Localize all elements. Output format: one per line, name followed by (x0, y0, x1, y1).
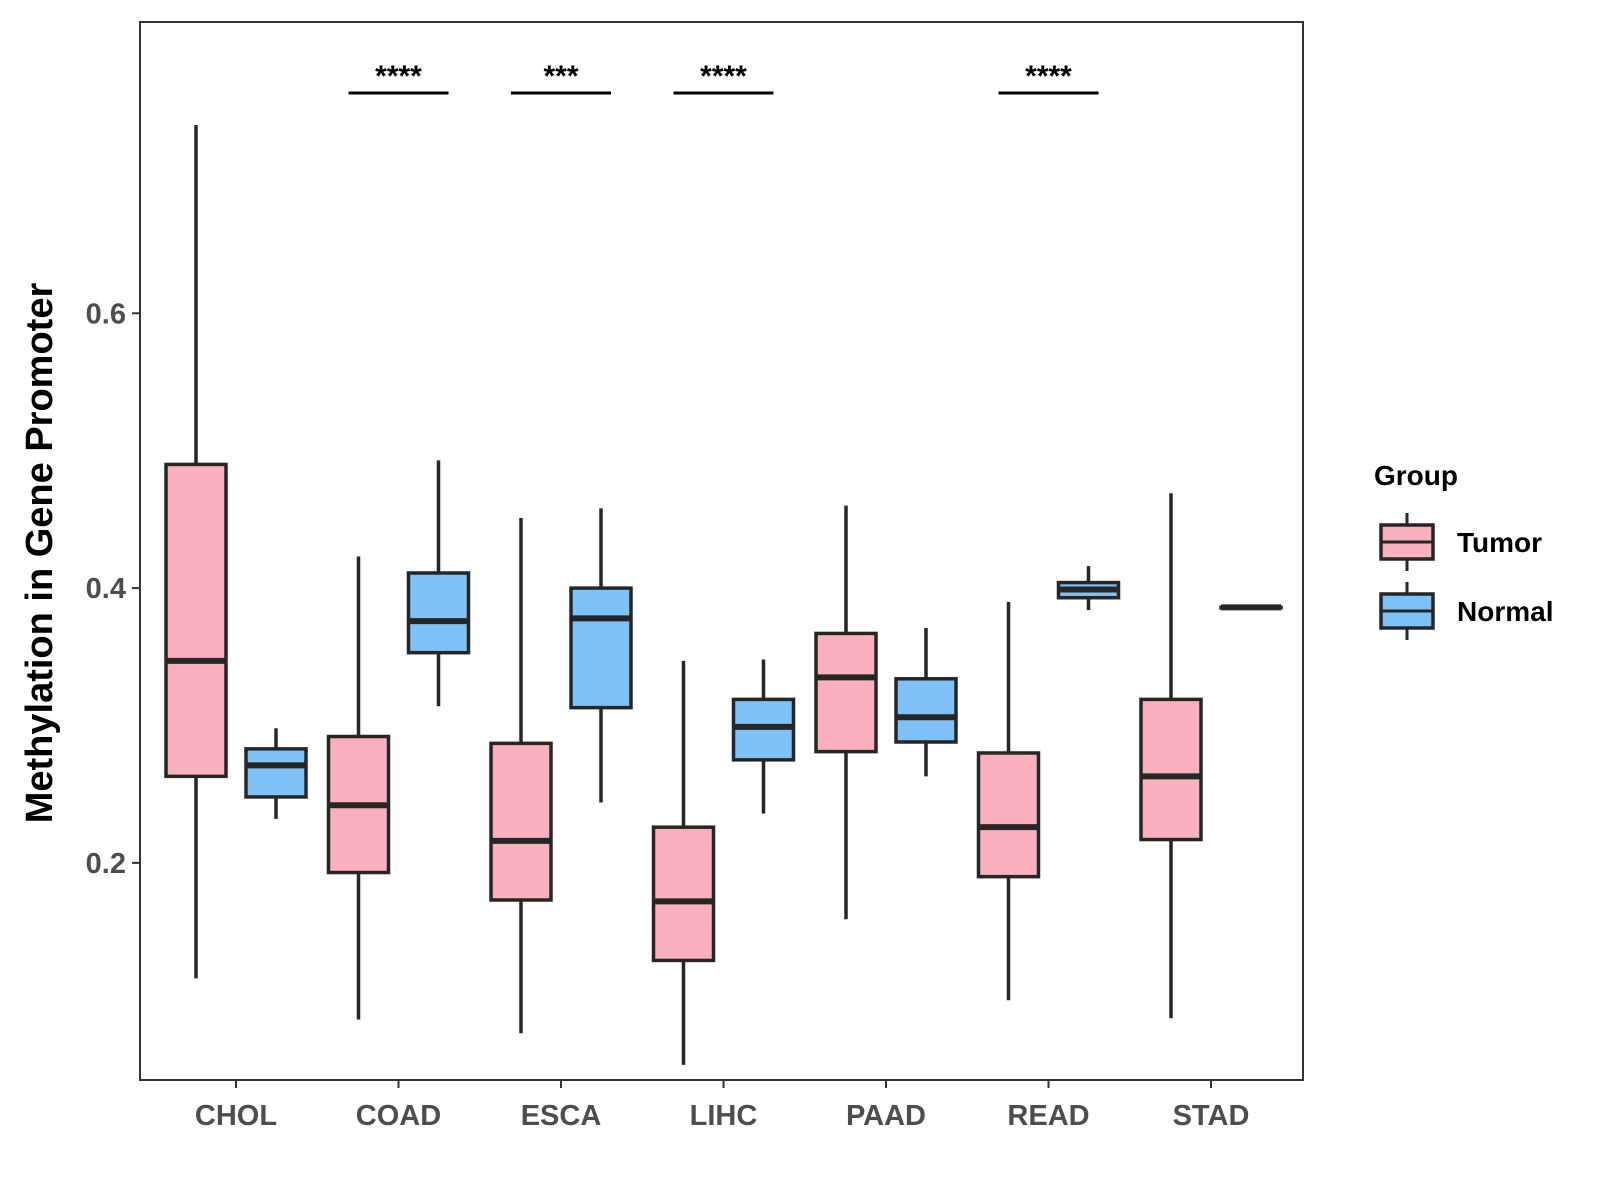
significance-label-lihc: **** (700, 60, 747, 93)
iqr-box-normal-esca (569, 586, 633, 710)
iqr-box-normal-coad (406, 571, 471, 655)
legend-title: Group (1374, 460, 1458, 491)
box-normal-chol (244, 728, 308, 819)
iqr-box-tumor-esca (489, 741, 553, 902)
x-tick-label-paad: PAAD (846, 1100, 926, 1132)
box-tumor-read (976, 601, 1041, 1001)
x-tick-label-stad: STAD (1173, 1100, 1250, 1132)
iqr-box-tumor-lihc (651, 825, 716, 963)
axes: 0.2 0.4 0.6 CHOL COAD ESCA LIHC PAAD READ STAD (86, 298, 1250, 1132)
legend: Group Tumor Normal (1374, 460, 1553, 640)
box-normal-paad (894, 627, 958, 777)
iqr-box-tumor-stad (1139, 697, 1203, 842)
plot-panel-border (139, 21, 1304, 1081)
significance-annotations: **** *** **** **** (348, 60, 1099, 95)
box-tumor-coad (326, 556, 391, 1020)
x-tick-label-esca: ESCA (521, 1100, 602, 1132)
box-normal-read (1056, 566, 1121, 611)
iqr-box-tumor-paad (814, 631, 878, 754)
significance-label-coad: **** (375, 60, 422, 93)
box-normal-coad (406, 460, 471, 707)
y-tick-label: 0.4 (86, 573, 126, 605)
legend-label-normal: Normal (1457, 596, 1553, 627)
box-tumor-lihc (651, 660, 716, 1065)
x-tick-label-coad: COAD (356, 1100, 441, 1132)
significance-label-esca: *** (543, 60, 578, 93)
y-tick-label: 0.6 (86, 298, 126, 330)
box-tumor-esca (489, 518, 553, 1034)
box-normal-lihc (731, 659, 796, 814)
box-normal-stad (1219, 604, 1283, 611)
x-tick-label-lihc: LIHC (690, 1100, 758, 1132)
x-tick-label-chol: CHOL (195, 1100, 277, 1132)
iqr-box-tumor-chol (164, 462, 228, 779)
box-tumor-paad (814, 505, 878, 920)
box-tumor-stad (1139, 493, 1203, 1019)
plot-content (164, 125, 1283, 1065)
box-normal-esca (569, 508, 633, 803)
iqr-box-normal-chol (244, 747, 308, 799)
y-axis-title: Methylation in Gene Promoter (19, 283, 61, 824)
significance-label-read: **** (1025, 60, 1072, 93)
legend-label-tumor: Tumor (1457, 527, 1542, 558)
legend-entry-tumor: Tumor (1379, 513, 1542, 571)
x-tick-label-read: READ (1007, 1100, 1089, 1132)
legend-entry-normal: Normal (1379, 582, 1553, 640)
iqr-box-tumor-read (976, 751, 1041, 879)
y-tick-label: 0.2 (86, 848, 126, 880)
box-tumor-chol (164, 125, 228, 979)
iqr-box-normal-paad (894, 677, 958, 744)
